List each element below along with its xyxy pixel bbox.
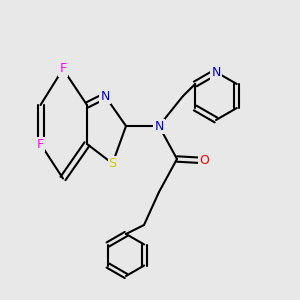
Text: S: S (109, 157, 116, 170)
Text: N: N (154, 119, 164, 133)
Text: F: F (37, 137, 44, 151)
Text: O: O (199, 154, 209, 167)
Text: N: N (100, 89, 110, 103)
Text: N: N (211, 65, 221, 79)
Text: F: F (59, 62, 67, 76)
